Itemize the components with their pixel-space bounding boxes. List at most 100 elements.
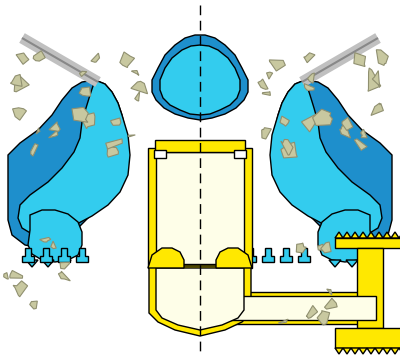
- Polygon shape: [60, 262, 70, 269]
- Polygon shape: [354, 139, 367, 150]
- Polygon shape: [278, 319, 288, 323]
- Bar: [155, 140, 245, 152]
- Polygon shape: [16, 53, 29, 64]
- Polygon shape: [40, 237, 51, 242]
- Polygon shape: [304, 84, 314, 90]
- Polygon shape: [383, 232, 391, 238]
- Polygon shape: [13, 281, 28, 297]
- Polygon shape: [106, 139, 122, 149]
- Polygon shape: [132, 71, 139, 75]
- Polygon shape: [340, 123, 350, 138]
- Polygon shape: [269, 60, 285, 71]
- Polygon shape: [362, 260, 374, 267]
- Polygon shape: [318, 210, 372, 262]
- Polygon shape: [152, 35, 248, 120]
- Polygon shape: [12, 108, 26, 120]
- Polygon shape: [335, 238, 400, 248]
- Polygon shape: [280, 248, 292, 262]
- Polygon shape: [281, 139, 293, 155]
- Polygon shape: [49, 131, 58, 138]
- Polygon shape: [262, 248, 274, 262]
- Polygon shape: [317, 311, 330, 325]
- Bar: [148, 148, 252, 268]
- Polygon shape: [308, 73, 314, 83]
- Polygon shape: [266, 72, 273, 79]
- Polygon shape: [58, 271, 70, 281]
- Bar: [182, 292, 380, 324]
- Polygon shape: [391, 348, 399, 354]
- Polygon shape: [244, 248, 256, 262]
- Polygon shape: [324, 298, 337, 309]
- Polygon shape: [367, 348, 375, 354]
- Polygon shape: [131, 81, 148, 94]
- Polygon shape: [258, 79, 268, 89]
- Polygon shape: [156, 268, 244, 330]
- Polygon shape: [80, 113, 95, 129]
- Polygon shape: [28, 210, 82, 262]
- Polygon shape: [312, 109, 332, 126]
- Polygon shape: [59, 260, 71, 267]
- Polygon shape: [335, 232, 343, 238]
- Polygon shape: [304, 53, 315, 63]
- Polygon shape: [4, 273, 8, 279]
- Polygon shape: [391, 232, 399, 238]
- Polygon shape: [343, 348, 351, 354]
- Polygon shape: [302, 113, 319, 132]
- Polygon shape: [298, 248, 310, 262]
- Polygon shape: [33, 51, 45, 61]
- Polygon shape: [351, 348, 359, 354]
- Bar: [154, 150, 166, 158]
- Polygon shape: [22, 248, 34, 262]
- Polygon shape: [30, 301, 37, 309]
- Polygon shape: [76, 248, 88, 262]
- Polygon shape: [49, 122, 60, 131]
- Polygon shape: [40, 248, 52, 262]
- Polygon shape: [321, 242, 331, 253]
- Polygon shape: [360, 129, 367, 138]
- Bar: [234, 150, 246, 158]
- Polygon shape: [149, 266, 251, 336]
- Polygon shape: [42, 260, 54, 267]
- Polygon shape: [359, 232, 367, 238]
- Polygon shape: [368, 68, 381, 91]
- Bar: [357, 248, 383, 328]
- Polygon shape: [135, 92, 140, 101]
- Polygon shape: [399, 348, 400, 354]
- Polygon shape: [343, 232, 351, 238]
- Polygon shape: [327, 289, 332, 295]
- Polygon shape: [120, 52, 134, 68]
- Polygon shape: [80, 71, 87, 76]
- Polygon shape: [367, 232, 375, 238]
- Polygon shape: [58, 248, 70, 262]
- Polygon shape: [160, 45, 240, 115]
- Polygon shape: [375, 348, 383, 354]
- Polygon shape: [31, 144, 38, 156]
- Polygon shape: [354, 53, 366, 67]
- Polygon shape: [281, 142, 297, 158]
- Polygon shape: [280, 116, 289, 126]
- Polygon shape: [51, 241, 56, 249]
- Polygon shape: [128, 135, 135, 137]
- Polygon shape: [346, 260, 358, 267]
- Polygon shape: [318, 244, 324, 251]
- Polygon shape: [107, 147, 118, 157]
- Polygon shape: [372, 71, 380, 87]
- Polygon shape: [306, 306, 318, 318]
- Polygon shape: [36, 128, 40, 134]
- Polygon shape: [111, 118, 121, 125]
- Polygon shape: [335, 348, 343, 354]
- Bar: [335, 328, 400, 348]
- Polygon shape: [18, 80, 130, 236]
- Polygon shape: [148, 248, 184, 268]
- Polygon shape: [262, 128, 271, 139]
- Polygon shape: [270, 80, 382, 236]
- Polygon shape: [262, 92, 270, 96]
- Polygon shape: [79, 87, 91, 96]
- Polygon shape: [359, 348, 367, 354]
- Polygon shape: [14, 76, 29, 92]
- Bar: [156, 152, 244, 264]
- Polygon shape: [376, 50, 388, 66]
- Polygon shape: [216, 248, 252, 268]
- Polygon shape: [296, 243, 306, 253]
- Polygon shape: [10, 75, 22, 87]
